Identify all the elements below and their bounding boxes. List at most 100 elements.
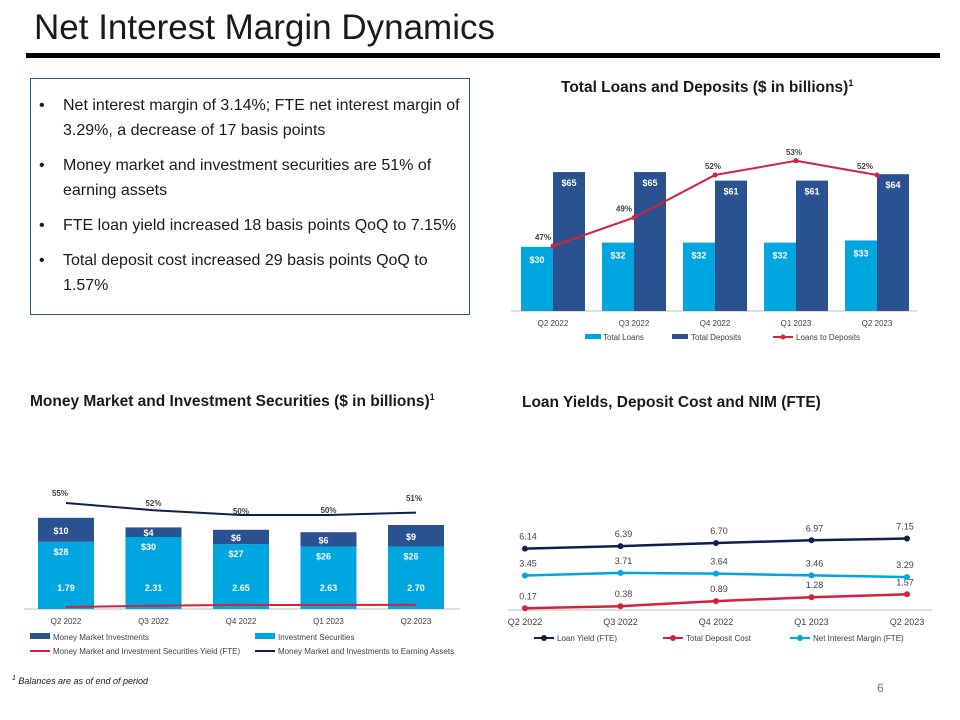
loan-yield-data-label: 7.15 — [896, 522, 914, 532]
loan-yield-point — [522, 545, 528, 552]
deposit-cost-data-label: 0.38 — [615, 589, 633, 599]
x-tick-label: Q4 2022 — [226, 617, 257, 626]
total-deposits-bar — [715, 180, 747, 311]
loans-to-deposits-point — [712, 172, 718, 178]
yield-line — [65, 603, 417, 608]
nim-data-label: 3.29 — [896, 560, 914, 570]
money-market-data-label: $10 — [53, 526, 68, 536]
loans-to-deposits-point — [793, 158, 799, 164]
footnote: 1 Balances are as of end of period — [12, 675, 148, 686]
mm-investments-title-text: Money Market and Investment Securities (… — [30, 393, 430, 411]
summary-bullet: Money market and investment securities a… — [39, 153, 461, 203]
nim-data-label: 3.71 — [615, 556, 633, 566]
page-number: 6 — [877, 681, 884, 695]
legend-marker-deposit-cost — [670, 635, 676, 641]
total-loans-bar — [683, 242, 715, 311]
loan-yield-point — [904, 535, 910, 542]
footnote-marker: 1 — [848, 78, 854, 88]
earning-assets-label: 50% — [233, 507, 249, 516]
deposits-data-label: $61 — [723, 187, 738, 197]
yield-data-label: 2.65 — [232, 583, 250, 593]
total-loans-bar — [521, 246, 553, 311]
yield-data-label: 2.63 — [320, 583, 338, 593]
x-tick-label: Q2 2022 — [51, 617, 82, 626]
summary-bullet: Total deposit cost increased 29 basis po… — [39, 248, 461, 298]
loan-yield-data-label: 6.14 — [519, 532, 537, 542]
earning-assets-label: 51% — [406, 494, 422, 503]
loans-deposits-chart: $30 $65 Q2 2022 $32 $65 Q3 2022 $32 $61 Q4 2022 $… — [511, 148, 917, 342]
money-market-bar — [213, 529, 269, 545]
x-tick-label: Q1 2023 — [794, 617, 829, 627]
investment-data-label: $28 — [53, 547, 68, 557]
footnote-text: Balances are as of end of period — [18, 676, 149, 686]
money-market-data-label: $4 — [143, 528, 153, 538]
loans-data-label: $30 — [529, 255, 544, 265]
money-market-bar — [300, 532, 357, 547]
money-market-bar — [125, 527, 182, 537]
loans-to-deposits-point — [631, 215, 637, 221]
total-loans-bar — [764, 242, 796, 311]
nim-point — [713, 570, 719, 577]
legend-label: Money Market Investments — [53, 633, 149, 642]
page-title: Net Interest Margin Dynamics — [34, 8, 495, 47]
investment-data-label: $26 — [403, 552, 418, 562]
deposit-cost-point — [808, 594, 815, 601]
earning-assets-line — [65, 502, 417, 516]
deposits-data-label: $61 — [804, 187, 819, 197]
legend-swatch-deposits — [672, 334, 688, 339]
money-market-bar — [388, 525, 444, 547]
loans-data-label: $33 — [853, 248, 868, 258]
yield-data-label: 2.31 — [145, 583, 163, 593]
legend-marker-nim — [797, 635, 803, 641]
deposit-cost-point — [713, 598, 719, 605]
loan-yield-point — [617, 543, 624, 550]
nim-point — [522, 572, 528, 579]
x-tick-label: Q4 2022 — [700, 319, 731, 328]
money-market-data-label: $9 — [406, 532, 416, 542]
x-tick-label: Q3 2022 — [603, 617, 638, 627]
deposit-cost-data-label: 0.17 — [519, 591, 537, 601]
legend-label: Money Market and Investment Securities Y… — [53, 647, 241, 656]
mm-investments-chart: $28 $10 1.79 Q2 2022 $30 $4 2.31 Q3 2022 $27 $6 2.… — [24, 489, 460, 656]
loans-to-deposits-label: 49% — [616, 205, 632, 214]
title-divider — [26, 53, 940, 58]
total-deposits-bar — [553, 172, 585, 311]
summary-bullet: Net interest margin of 3.14%; FTE net in… — [39, 93, 461, 143]
total-deposits-bar — [877, 174, 909, 311]
x-tick-label: Q3 2022 — [619, 319, 650, 328]
loans-to-deposits-point — [874, 172, 880, 178]
x-tick-label: Q2 2023 — [401, 617, 432, 626]
nim-data-label: 3.64 — [710, 557, 728, 567]
deposit-cost-data-label: 1.57 — [896, 577, 914, 587]
investment-data-label: $26 — [316, 552, 331, 562]
loans-data-label: $32 — [691, 251, 706, 261]
legend-label: Investment Securities — [278, 633, 354, 642]
legend-label: Total Deposits — [691, 333, 741, 342]
summary-bullet: FTE loan yield increased 18 basis points… — [39, 213, 461, 238]
footnote-marker: 1 — [429, 392, 435, 402]
legend-swatch-money-market — [30, 633, 50, 639]
total-deposits-bar — [796, 180, 828, 311]
loans-to-deposits-label: 53% — [786, 148, 802, 157]
x-tick-label: Q1 2023 — [313, 617, 344, 626]
loans-data-label: $32 — [610, 251, 625, 261]
total-deposits-bar — [634, 172, 666, 311]
legend-label: Total Deposit Cost — [686, 634, 752, 643]
money-market-data-label: $6 — [231, 533, 241, 543]
x-tick-label: Q2 2022 — [538, 319, 569, 328]
x-tick-label: Q3 2022 — [138, 617, 169, 626]
investment-securities-bar — [213, 544, 269, 609]
legend-marker-loan-yield — [541, 635, 547, 641]
deposit-cost-data-label: 0.89 — [710, 584, 728, 594]
legend-label: Loans to Deposits — [796, 333, 860, 342]
legend-label: Total Loans — [603, 333, 644, 342]
investment-securities-bar — [38, 541, 94, 609]
legend-swatch-loans — [585, 334, 601, 339]
nim-data-label: 3.46 — [806, 558, 824, 568]
summary-list: Net interest margin of 3.14%; FTE net in… — [31, 79, 469, 298]
investment-data-label: $27 — [228, 549, 243, 559]
investment-securities-bar — [300, 546, 357, 609]
investment-securities-bar — [125, 537, 182, 609]
yield-data-label: 1.79 — [57, 583, 75, 593]
x-tick-label: Q1 2023 — [781, 319, 812, 328]
